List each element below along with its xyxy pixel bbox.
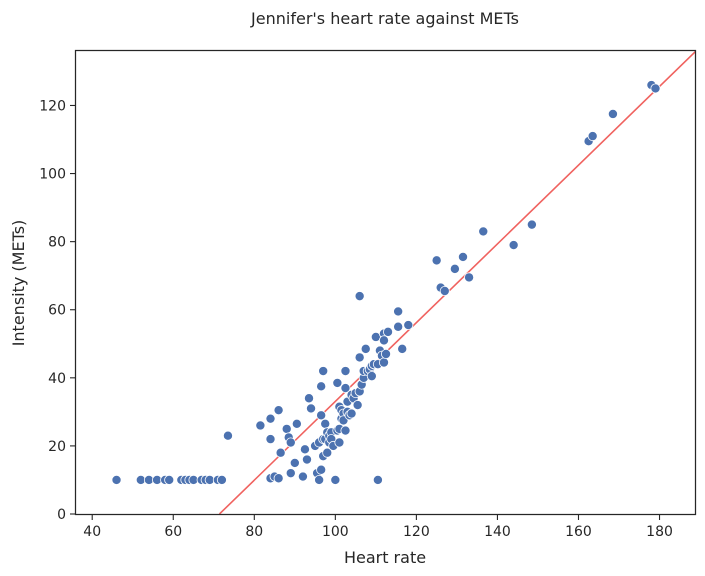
data-point xyxy=(216,474,227,485)
data-point xyxy=(273,405,284,416)
x-tick-label: 80 xyxy=(245,524,263,540)
data-point xyxy=(340,366,351,377)
data-point xyxy=(285,437,296,448)
chart-title: Jennifer's heart rate against METs xyxy=(250,9,519,28)
data-point xyxy=(352,400,363,411)
data-point xyxy=(397,343,408,354)
axes-frame xyxy=(74,49,697,516)
data-point xyxy=(289,457,300,468)
data-point xyxy=(403,320,414,331)
data-point xyxy=(275,447,286,458)
data-point xyxy=(354,352,365,363)
data-point xyxy=(330,474,341,485)
data-point xyxy=(607,108,618,119)
data-point xyxy=(449,263,460,274)
data-point xyxy=(380,348,391,359)
data-point xyxy=(304,393,315,404)
data-point xyxy=(297,471,308,482)
data-point xyxy=(255,420,266,431)
y-axis: 0 20 40 60 80 100 120 xyxy=(39,98,76,523)
data-point xyxy=(478,226,489,237)
data-point xyxy=(320,418,331,429)
data-point xyxy=(111,474,122,485)
data-point xyxy=(314,474,325,485)
data-point xyxy=(291,418,302,429)
data-point xyxy=(273,473,284,484)
data-point xyxy=(378,335,389,346)
x-axis: 40 60 80 100 120 140 160 180 xyxy=(83,514,673,540)
data-point xyxy=(372,474,383,485)
x-tick-label: 140 xyxy=(484,524,511,540)
data-point xyxy=(393,306,404,317)
data-point xyxy=(346,408,357,419)
data-point xyxy=(587,131,598,142)
fit-line xyxy=(218,51,696,514)
data-point xyxy=(322,447,333,458)
y-tick-label: 20 xyxy=(48,439,66,455)
data-point xyxy=(285,468,296,479)
y-tick-label: 40 xyxy=(48,371,66,387)
data-point xyxy=(431,255,442,266)
y-tick-label: 60 xyxy=(48,303,66,319)
y-axis-label: Intensity (METs) xyxy=(9,220,28,347)
data-point xyxy=(526,219,537,230)
data-point xyxy=(360,343,371,354)
x-tick-label: 180 xyxy=(646,524,673,540)
data-point xyxy=(222,430,233,441)
x-tick-label: 100 xyxy=(322,524,349,540)
data-point xyxy=(340,425,351,436)
x-tick-label: 60 xyxy=(164,524,182,540)
y-tick-label: 0 xyxy=(57,507,66,523)
data-point xyxy=(464,272,475,283)
data-point xyxy=(316,381,327,392)
data-point xyxy=(354,291,365,302)
data-point xyxy=(281,423,292,434)
data-point xyxy=(316,410,327,421)
data-point xyxy=(383,326,394,337)
data-point xyxy=(301,454,312,465)
x-axis-label: Heart rate xyxy=(344,548,426,567)
data-point xyxy=(508,240,519,251)
x-tick-label: 160 xyxy=(565,524,592,540)
y-tick-label: 80 xyxy=(48,235,66,251)
x-tick-label: 40 xyxy=(83,524,101,540)
data-point xyxy=(650,83,661,94)
x-tick-label: 120 xyxy=(403,524,430,540)
data-point xyxy=(457,251,468,262)
data-point xyxy=(306,403,317,414)
data-point xyxy=(265,413,276,424)
data-point xyxy=(439,286,450,297)
y-tick-label: 100 xyxy=(39,167,66,183)
data-point xyxy=(366,371,377,382)
data-point xyxy=(378,357,389,368)
data-point xyxy=(316,464,327,475)
data-point xyxy=(164,474,175,485)
y-tick-label: 120 xyxy=(39,98,66,114)
data-point xyxy=(340,383,351,394)
plot-area xyxy=(111,51,696,514)
data-point xyxy=(332,377,343,388)
data-point xyxy=(299,444,310,455)
data-point xyxy=(334,437,345,448)
data-point xyxy=(265,434,276,445)
data-point xyxy=(393,321,404,332)
data-point xyxy=(318,366,329,377)
